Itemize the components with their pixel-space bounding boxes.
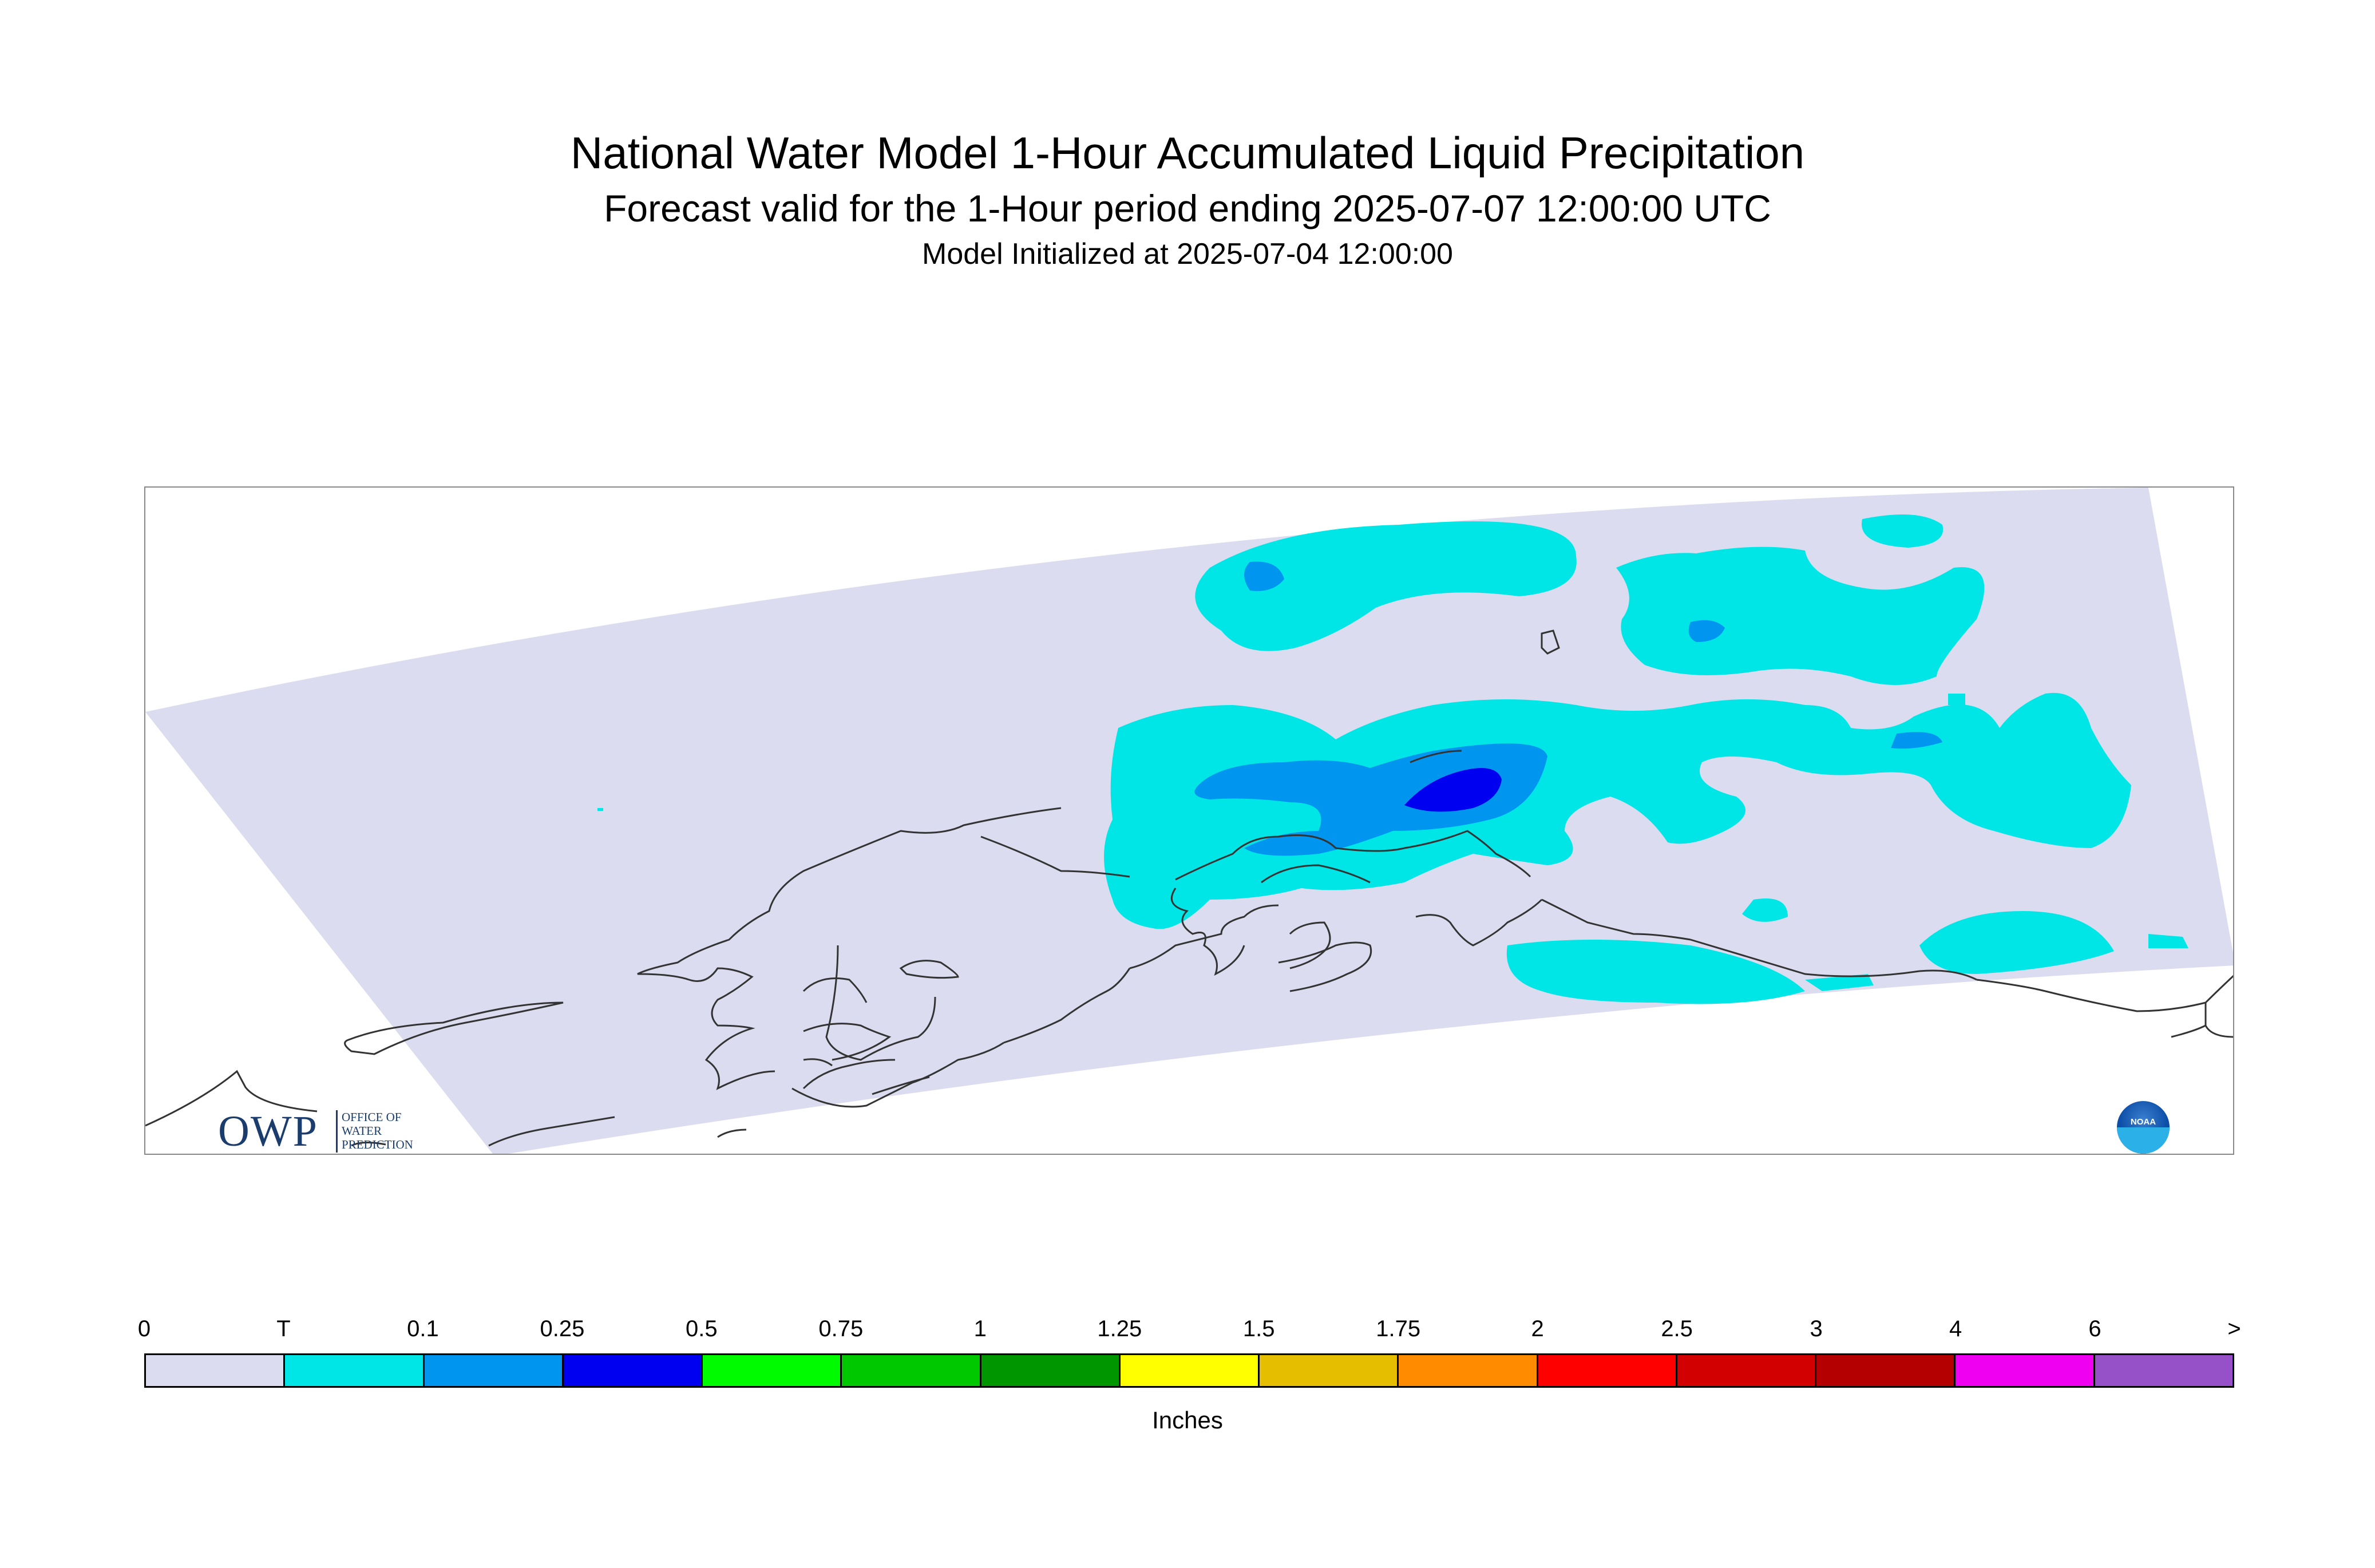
colorbar-segment <box>1816 1355 1956 1386</box>
colorbar-segment <box>1956 1355 2095 1386</box>
colorbar-tick-label: T <box>276 1316 291 1341</box>
colorbar-tick-label: 2 <box>1531 1316 1544 1341</box>
colorbar-segment <box>1399 1355 1538 1386</box>
colorbar-tick-label: 4 <box>1949 1316 1962 1341</box>
colorbar-tick-label: 0 <box>137 1316 151 1341</box>
heavy-precip-area <box>1404 768 1502 812</box>
owp-logo: OWP OFFICE OF WATER PREDICTION <box>218 1106 436 1155</box>
colorbar-tick-label: 0.75 <box>818 1316 864 1341</box>
colorbar-segment <box>2095 1355 2232 1386</box>
model-init-text: Model Initialized at 2025-07-04 12:00:00 <box>922 237 1453 271</box>
owp-logo-divider <box>336 1110 338 1153</box>
colorbar-segment <box>842 1355 981 1386</box>
noaa-logo-text: NOAA <box>2130 1117 2156 1127</box>
colorbar-segment <box>146 1355 286 1386</box>
colorbar-tick-label: 6 <box>2088 1316 2101 1341</box>
colorbar-tick-label: 3 <box>1810 1316 1823 1341</box>
colorbar-segment <box>1677 1355 1817 1386</box>
colorbar-tick-label: 1.75 <box>1376 1316 1421 1341</box>
colorbar-tick-label: > <box>2227 1316 2241 1341</box>
colorbar-segment <box>1120 1355 1260 1386</box>
colorbar-segment <box>563 1355 703 1386</box>
owp-logo-mark: OWP <box>218 1107 318 1155</box>
trace-precip-areas <box>597 514 2188 1004</box>
precipitation-map: OWP OFFICE OF WATER PREDICTION NOAA <box>144 486 2234 1155</box>
map-canvas <box>145 488 2233 1154</box>
colorbar-segment <box>1538 1355 1677 1386</box>
owp-logo-subtitle: OFFICE OF WATER PREDICTION <box>342 1110 413 1151</box>
colorbar-tick-label: 1.25 <box>1097 1316 1142 1341</box>
colorbar-tick-label: 0.1 <box>407 1316 439 1341</box>
colorbar-segment <box>285 1355 425 1386</box>
colorbar-units: Inches <box>1152 1407 1223 1434</box>
colorbar <box>144 1353 2234 1388</box>
coastlines <box>145 629 2233 1147</box>
map-subtitle: Forecast valid for the 1-Hour period end… <box>604 187 1771 229</box>
colorbar-segment <box>981 1355 1121 1386</box>
colorbar-tick-label: 0.5 <box>686 1316 718 1341</box>
noaa-logo: NOAA <box>2117 1101 2170 1154</box>
colorbar-tick-label: 1.5 <box>1242 1316 1275 1341</box>
colorbar-segment <box>424 1355 564 1386</box>
map-title: National Water Model 1-Hour Accumulated … <box>570 128 1805 178</box>
colorbar-segment <box>1260 1355 1399 1386</box>
colorbar-segment <box>703 1355 842 1386</box>
colorbar-tick-label: 1 <box>973 1316 987 1341</box>
colorbar-tick-label: 2.5 <box>1661 1316 1693 1341</box>
colorbar-tick-label: 0.25 <box>540 1316 585 1341</box>
